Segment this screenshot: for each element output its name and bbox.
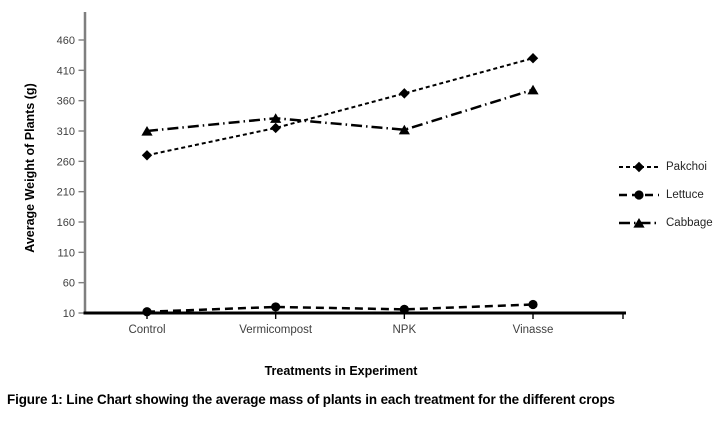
series-line-pakchoi xyxy=(146,57,534,157)
y-tick-label: 60 xyxy=(63,278,75,290)
triangle-marker-icon xyxy=(633,218,645,228)
legend-item-pakchoi: Pakchoi xyxy=(618,160,713,174)
legend-sample-diamond-icon xyxy=(619,161,659,173)
y-tick-label: 160 xyxy=(57,217,75,229)
circle-marker-icon xyxy=(142,307,152,317)
x-category-label: Control xyxy=(128,324,165,336)
legend-label-cabbage: Cabbage xyxy=(666,217,713,229)
triangle-marker-icon xyxy=(527,84,539,95)
legend-item-cabbage: Cabbage xyxy=(618,216,713,230)
chart-plot-area: 10 60 110 160 210 260 310 360 410 460 Control Vermi… xyxy=(57,12,626,336)
y-tick-label: 460 xyxy=(57,35,75,47)
y-tick-label: 210 xyxy=(57,187,75,199)
circle-marker-icon xyxy=(634,190,644,200)
series-cabbage xyxy=(141,84,539,136)
triangle-marker-icon xyxy=(398,124,410,135)
diamond-marker-icon xyxy=(527,53,539,64)
y-tick-label: 360 xyxy=(57,96,75,108)
x-category-label: Vinasse xyxy=(513,324,554,336)
triangle-marker-icon xyxy=(141,126,153,136)
diamond-marker-icon xyxy=(270,122,281,134)
legend-item-lettuce: Lettuce xyxy=(618,188,713,202)
series-pakchoi xyxy=(141,53,539,161)
legend-sample-triangle-icon xyxy=(619,218,659,228)
y-tick-label: 110 xyxy=(57,247,75,259)
y-tick-label: 260 xyxy=(57,156,75,168)
diamond-marker-icon xyxy=(633,161,645,173)
legend-sample-circle-icon xyxy=(619,190,659,200)
x-category-label: NPK xyxy=(393,324,417,336)
legend-label-pakchoi: Pakchoi xyxy=(666,161,707,173)
y-tick-label: 10 xyxy=(63,308,75,320)
series-lettuce xyxy=(142,299,538,317)
diamond-marker-icon xyxy=(141,150,153,161)
circle-marker-icon xyxy=(528,299,538,310)
x-axis-title: Treatments in Experiment xyxy=(264,364,418,378)
circle-marker-icon xyxy=(399,304,409,314)
series-line-cabbage xyxy=(146,88,534,133)
y-tick-label: 410 xyxy=(57,65,75,77)
y-tick-label: 310 xyxy=(57,126,75,138)
triangle-marker-icon xyxy=(270,113,282,123)
legend-label-lettuce: Lettuce xyxy=(666,189,704,201)
x-category-label: Vermicompost xyxy=(239,324,313,336)
circle-marker-icon xyxy=(271,302,281,312)
series-line-lettuce xyxy=(146,303,534,314)
legend: Pakchoi Lettuce Cabbage xyxy=(618,160,713,230)
diamond-marker-icon xyxy=(399,88,410,99)
figure-caption: Figure 1: Line Chart showing the average… xyxy=(7,392,615,407)
